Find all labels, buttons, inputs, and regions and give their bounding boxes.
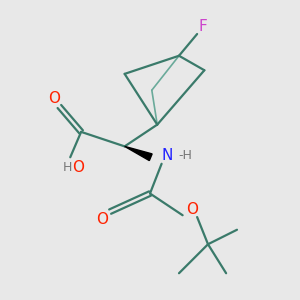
Text: H: H	[63, 161, 72, 174]
Polygon shape	[124, 146, 152, 161]
Text: O: O	[72, 160, 84, 175]
Text: O: O	[96, 212, 108, 227]
Text: O: O	[186, 202, 198, 217]
Text: O: O	[48, 91, 60, 106]
Text: -H: -H	[178, 149, 193, 162]
Text: F: F	[198, 19, 207, 34]
Text: N: N	[162, 148, 173, 163]
